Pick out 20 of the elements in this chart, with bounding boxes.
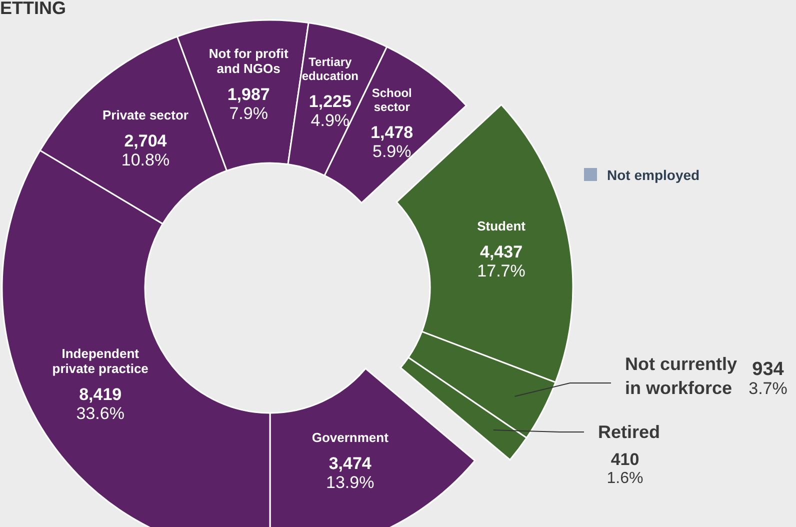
data-label: 8,419 33.6%: [76, 385, 124, 424]
text: Not employed: [607, 167, 700, 183]
slice-label: Student: [477, 218, 526, 234]
slice-label: Private sector: [102, 107, 188, 122]
data-label: 1,987 7.9%: [227, 85, 270, 124]
data-label: 410 1.6%: [606, 450, 644, 487]
slice-label: Government: [312, 430, 390, 445]
slice-label: Not for profit and NGOs: [208, 46, 289, 76]
data-label: 4,437 17.7%: [477, 242, 526, 280]
data-label: 1,225 4.9%: [308, 92, 352, 130]
chart-title: ETTING: [0, 0, 66, 18]
slice-label: Tertiary education: [302, 55, 359, 84]
slice-label: Retired: [598, 422, 660, 442]
slice-label: School sector: [372, 86, 412, 114]
data-label: 3,474 13.9%: [326, 454, 374, 492]
data-label: 2,704 10.8%: [121, 131, 170, 170]
slice-label: Not currently in workforce: [625, 354, 738, 398]
data-label: 934 3.7%: [748, 359, 788, 398]
data-label: 1,478 5.9%: [370, 123, 414, 162]
slice-label: Independent private practice: [52, 346, 148, 376]
